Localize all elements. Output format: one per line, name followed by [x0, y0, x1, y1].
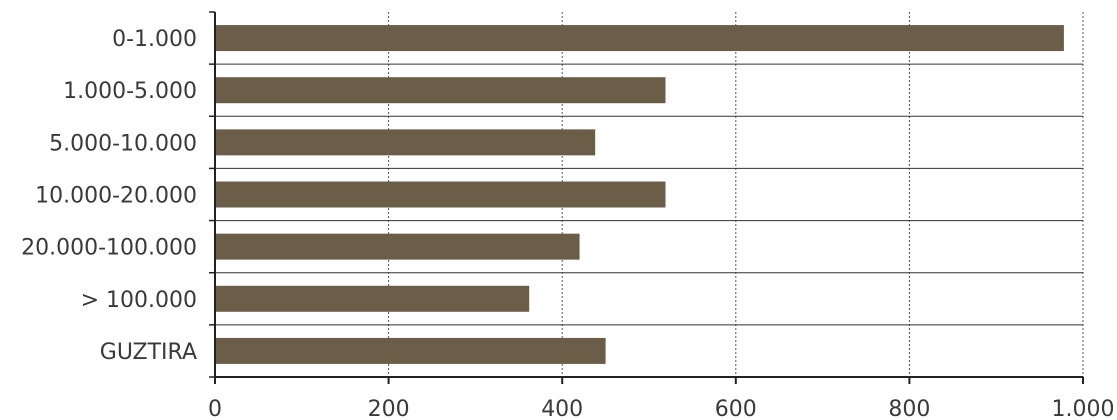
bar-0: [216, 25, 1064, 52]
labels-layer: 0-1.000 1.000-5.000 5.000-10.000 10.000-20.…: [21, 27, 1114, 420]
x-tick-label: 200: [368, 397, 410, 420]
x-tick-label: 0: [208, 397, 222, 420]
bar-2: [216, 129, 596, 156]
bar-4: [216, 233, 580, 260]
category-label: > 100.000: [81, 288, 197, 313]
x-tick-label: 600: [715, 397, 757, 420]
x-tick-label: 1.000: [1052, 397, 1115, 420]
x-tick-label: 400: [541, 397, 583, 420]
category-label: 1.000-5.000: [63, 79, 197, 104]
category-label: 10.000-20.000: [35, 184, 197, 209]
category-label: GUZTIRA: [100, 340, 197, 365]
bars-layer: [216, 25, 1064, 364]
bar-6: [216, 337, 606, 364]
bar-5: [216, 285, 530, 312]
bar-1: [216, 77, 666, 104]
bar-3: [216, 181, 666, 208]
category-label: 0-1.000: [112, 27, 197, 52]
category-label: 20.000-100.000: [21, 236, 197, 261]
axes-layer: [209, 11, 1084, 384]
x-tick-label: 800: [888, 397, 930, 420]
category-label: 5.000-10.000: [49, 131, 197, 156]
